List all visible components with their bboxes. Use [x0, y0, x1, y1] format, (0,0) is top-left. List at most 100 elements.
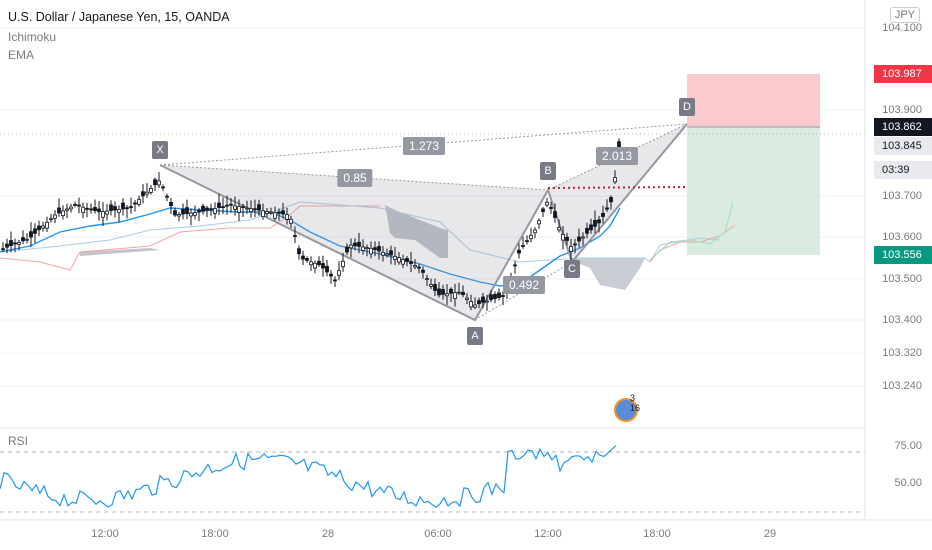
economic-event-marker[interactable]: 3 16: [614, 393, 640, 422]
price-axis-label: 103.320: [882, 347, 922, 359]
candle-body: [501, 295, 505, 297]
candle-body: [181, 208, 185, 215]
candle-body: [369, 247, 373, 255]
candle-body: [321, 263, 325, 269]
candle-body: [261, 210, 265, 218]
indicator-rsi-label[interactable]: RSI: [8, 434, 29, 448]
candle-body: [465, 297, 469, 301]
candle-body: [609, 197, 613, 203]
candle-body: [109, 204, 113, 211]
candle-body: [1, 248, 5, 251]
candle-body: [249, 208, 253, 213]
candle-body: [493, 293, 497, 300]
candle-body: [541, 208, 545, 212]
candle-body: [285, 214, 289, 220]
candle-body: [473, 304, 477, 308]
rsi-line: [0, 445, 617, 509]
candle-body: [113, 206, 117, 211]
candle-body: [605, 207, 609, 210]
candle-body: [149, 187, 153, 193]
candle-body: [217, 202, 221, 208]
candle-body: [469, 301, 473, 308]
candle-body: [197, 210, 201, 213]
candle-body: [489, 294, 493, 301]
candle-body: [517, 249, 521, 254]
price-axis-label: 104.100: [882, 22, 922, 34]
candle-body: [53, 214, 57, 219]
pattern-point-d[interactable]: D: [679, 98, 695, 116]
candle-body: [81, 206, 85, 214]
rsi-axis-label: 50.00: [894, 477, 922, 489]
candle-body: [193, 212, 197, 216]
candle-body: [21, 237, 25, 242]
candle-body: [613, 177, 617, 183]
candle-body: [437, 288, 441, 296]
candle-body: [485, 300, 489, 303]
time-axis-label: 12:00: [91, 528, 119, 540]
candle-body: [89, 208, 93, 211]
candles: [1, 138, 621, 311]
candle-body: [429, 284, 433, 287]
candle-body: [525, 240, 529, 243]
pattern-triangle-xab: [160, 165, 548, 320]
pattern-point-c[interactable]: C: [564, 260, 580, 278]
candle-body: [221, 206, 225, 209]
stop-price-tag: 103.987: [874, 65, 932, 83]
stop-zone: [687, 74, 820, 127]
candle-body: [581, 236, 585, 239]
candle-body: [29, 231, 33, 238]
candle-body: [105, 210, 109, 215]
candle-body: [365, 247, 369, 249]
ratio-label-bd[interactable]: 2.013: [595, 147, 639, 165]
candle-body: [293, 235, 297, 237]
target-zone: [687, 127, 820, 255]
price-axis-label: 103.500: [882, 273, 922, 285]
candle-body: [457, 291, 461, 294]
candle-body: [477, 300, 481, 305]
candle-body: [93, 207, 97, 212]
ichimoku-cloud-a: [385, 205, 448, 258]
candle-body: [449, 288, 453, 294]
candle-body: [141, 191, 145, 197]
candle-body: [557, 227, 561, 231]
pattern-point-x[interactable]: X: [152, 141, 168, 159]
price-axis-label: 103.700: [882, 190, 922, 202]
candle-body: [309, 261, 313, 266]
candle-body: [481, 296, 485, 303]
candle-body: [117, 209, 121, 213]
candle-body: [377, 246, 381, 252]
candle-body: [589, 224, 593, 231]
candle-body: [389, 250, 393, 256]
candle-body: [597, 219, 601, 224]
indicator-ichimoku-label[interactable]: Ichimoku: [8, 30, 57, 44]
ratio-label-xd[interactable]: 1.273: [402, 137, 446, 155]
currency-badge[interactable]: JPY: [889, 7, 920, 23]
candle-body: [333, 279, 337, 282]
candle-body: [561, 234, 565, 241]
ema-line: [0, 207, 621, 287]
pattern-point-b[interactable]: B: [540, 162, 556, 180]
candle-body: [385, 253, 389, 256]
candle-body: [69, 206, 73, 210]
candle-body: [345, 246, 349, 253]
candle-body: [157, 180, 161, 186]
ratio-label-xb[interactable]: 0.85: [337, 169, 373, 187]
candle-body: [205, 207, 209, 211]
candle-body: [61, 210, 65, 217]
ratio-label-ac[interactable]: 0.492: [502, 276, 546, 294]
ichimoku-cloud-c: [80, 248, 160, 256]
countdown-tag: 03:39: [874, 161, 932, 179]
candle-body: [77, 204, 81, 207]
candle-body: [245, 207, 249, 210]
indicator-ema-label[interactable]: EMA: [8, 48, 35, 62]
pattern-point-a[interactable]: A: [467, 327, 483, 345]
candle-body: [409, 261, 413, 264]
symbol-title[interactable]: U.S. Dollar / Japanese Yen, 15, OANDA: [8, 10, 230, 24]
target-price-tag: 103.556: [874, 246, 932, 264]
candle-body: [121, 202, 125, 210]
candle-body: [353, 242, 357, 247]
candle-body: [569, 246, 573, 252]
candle-body: [413, 265, 417, 268]
price-axis-label: 103.900: [882, 104, 922, 116]
